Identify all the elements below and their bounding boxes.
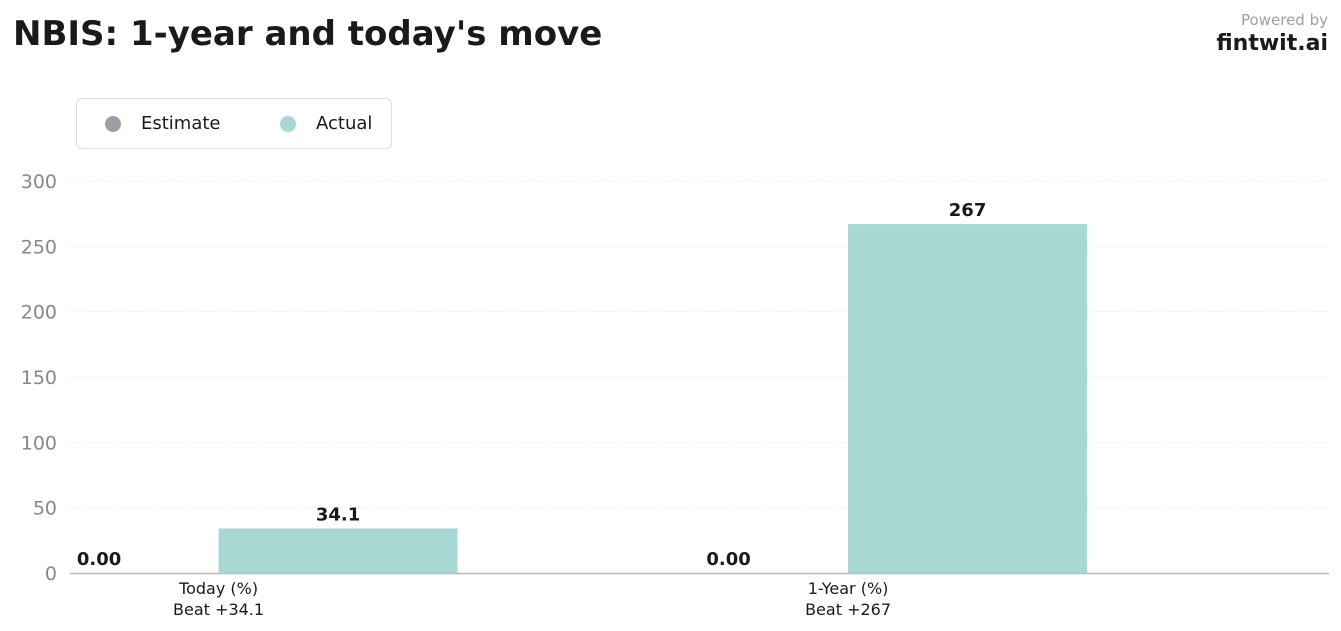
x-tick-sublabel: Beat +34.1 [173,600,264,619]
y-tick-label: 250 [21,236,57,258]
x-tick-label: 1-Year (%) [808,579,889,598]
data-label: 267 [949,200,987,221]
legend-label-estimate: Estimate [141,113,221,134]
bar-actual [848,224,1088,573]
legend-item-actual: Actual [280,99,372,148]
data-label: 0.00 [706,549,750,570]
legend-item-estimate: Estimate [105,99,221,148]
y-tick-label: 0 [45,563,57,585]
y-tick-label: 50 [33,498,57,520]
legend-label-actual: Actual [316,113,373,134]
chart-title: NBIS: 1-year and today's move [13,14,603,54]
brand-block: Powered by fintwit.ai [1216,11,1328,59]
bar-actual [218,528,458,573]
legend-dot-estimate-icon [105,115,121,132]
data-label: 34.1 [316,504,360,525]
legend-dot-actual-icon [280,115,296,132]
data-label: 0.00 [77,549,121,570]
x-tick-label: Today (%) [178,579,258,598]
chart-legend: Estimate Actual [76,98,392,149]
y-tick-label: 100 [21,432,57,454]
y-tick-label: 150 [21,367,57,389]
y-tick-label: 300 [21,171,57,193]
brand-name: fintwit.ai [1216,31,1328,56]
x-tick-sublabel: Beat +267 [805,600,891,619]
y-tick-label: 200 [21,302,57,324]
powered-by-label: Powered by [1241,11,1328,29]
